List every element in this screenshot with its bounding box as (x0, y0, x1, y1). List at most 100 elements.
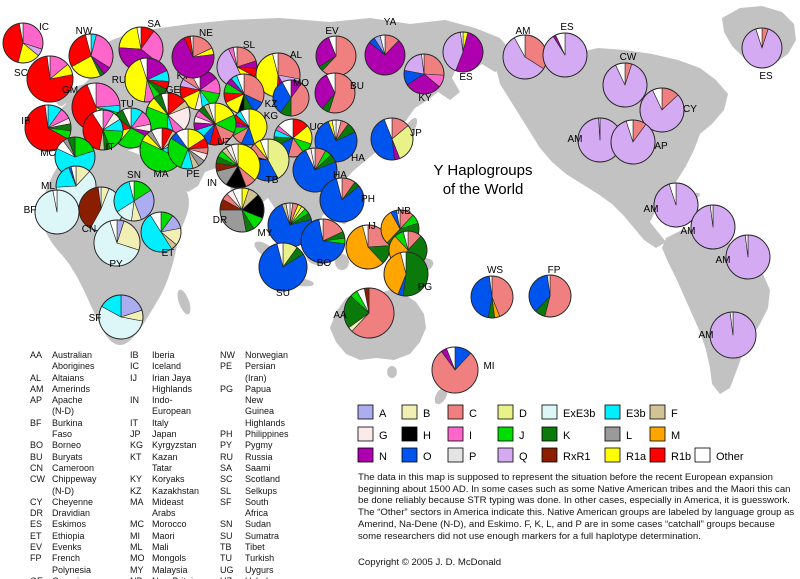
abbreviation-JP: JP Japan (130, 429, 199, 440)
abbreviation-name: Persian (Iran) (245, 361, 276, 383)
pie-label-FP: FP (548, 265, 561, 276)
pie-UZ: UZ (193, 102, 237, 148)
pie-label-SA: SA (147, 19, 161, 30)
pie-label-AM-CA: AM (644, 204, 659, 215)
pie-label-KG: KG (264, 111, 279, 122)
abbreviation-name: Maori (152, 530, 175, 541)
abbreviation-name: Australian Aborigines (52, 350, 95, 372)
abbreviation-code: FP (30, 553, 42, 564)
legend-label-R1b: R1b (671, 451, 691, 463)
legend-swatch-P (447, 447, 464, 463)
pie-AM-CO-outline (690, 204, 736, 250)
abbreviation-name: Koryaks (152, 474, 185, 485)
legend: A B C D ExE3b E3b F G H I J K L M N O P Q RxR1 R1a R1b Other (357, 404, 744, 463)
pie-KY-outline (403, 53, 445, 95)
legend-swatch-R1a (604, 447, 621, 463)
abbreviation-DR: DR Dravidian (30, 508, 97, 519)
abbreviation-SA: SA Saami (220, 463, 289, 474)
abbreviation-name: Morocco (152, 519, 187, 530)
legend-swatch-D (497, 404, 514, 420)
legend-swatch-N (357, 447, 374, 463)
legend-label-B: B (423, 408, 430, 420)
abbreviation-SF: SF South Africa (220, 497, 289, 520)
abbreviation-name: Ethiopia (52, 530, 85, 541)
abbreviation-name: Buryats (52, 451, 83, 462)
pie-MI: MI (431, 346, 495, 394)
abbreviation-CW: CW Chippeway (N-D) (30, 474, 97, 497)
pie-label-ET: ET (162, 248, 175, 259)
legend-swatch-O (401, 447, 418, 463)
pie-SF-outline (98, 294, 144, 340)
pie-label-SL: SL (243, 40, 256, 51)
pie-JP: JP (370, 117, 422, 161)
pie-MI-outline (431, 346, 479, 394)
abbreviation-name: Amerinds (52, 383, 91, 394)
pie-AM-AR-outline (709, 311, 757, 359)
abbreviation-code: JP (130, 429, 141, 440)
abbreviation-code: KZ (130, 485, 142, 496)
abbreviation-NB: NBNew Britain (130, 576, 199, 579)
abbreviation-name: Dravidian (52, 508, 91, 519)
pie-UZ-outline (193, 102, 237, 146)
legend-label-G: G (379, 430, 388, 442)
abbreviation-name: Philippines (245, 429, 289, 440)
abbreviation-code: SL (220, 485, 232, 496)
legend-label-O: O (423, 451, 432, 463)
abbreviation-code: SF (220, 496, 232, 507)
pie-AM-BR: AM (716, 234, 771, 280)
pie-label-YA: YA (384, 17, 397, 28)
abbreviation-ET: ET Ethiopia (30, 531, 97, 542)
abbreviation-name: French Polynesia (52, 553, 92, 575)
abbreviation-CN: CN Cameroon (30, 463, 97, 474)
abbreviation-RU: RU Russia (220, 452, 289, 463)
abbreviation-MI: MI Maori (130, 531, 199, 542)
abbreviation-code: BU (30, 451, 43, 462)
pie-ES-SIB: ES (442, 31, 484, 83)
pie-label-MY: MY (258, 228, 273, 239)
pie-BF: BF (24, 189, 80, 235)
abbreviation-code: UZ (220, 576, 245, 579)
pie-WS: WS (470, 265, 514, 319)
abbreviation-code: IC (130, 361, 139, 372)
abbreviation-BU: BU Buryats (30, 452, 97, 463)
legend-swatch-Q (497, 447, 514, 463)
pie-label-IB: IB (21, 116, 31, 127)
pie-PG-S-outline (383, 251, 429, 297)
abbreviation-name: Altaians (52, 372, 85, 383)
pie-label-ES-AK: ES (560, 22, 574, 33)
abbreviation-code: BF (30, 417, 42, 428)
pie-IJ: IJ (345, 221, 391, 270)
abbreviation-BF: BF Burkina Faso (30, 418, 97, 441)
abbreviation-code: PY (220, 440, 233, 451)
copyright-text: Copyright © 2005 J. D. McDonald (358, 557, 502, 568)
pie-label-GE: GE (166, 85, 181, 96)
abbreviation-AP: AP Apache (N-D) (30, 395, 97, 418)
legend-label-Q: Q (519, 451, 528, 463)
abbreviation-AL: AL Altaians (30, 373, 97, 384)
abbreviation-KT: KT Kazan Tatar (130, 452, 199, 475)
pie-IN: IN (207, 143, 261, 189)
pie-label-AM-AK: AM (516, 26, 531, 37)
pie-label-CN: CN (82, 224, 96, 235)
abbreviation-name: Kazakhstan (152, 485, 200, 496)
pie-CY: CY (639, 87, 697, 133)
pie-SU-outline (258, 242, 308, 292)
abbreviation-ML: ML Mali (130, 542, 199, 553)
pie-BU-outline (314, 72, 356, 114)
pie-AM-AR: AM (699, 311, 757, 359)
abbreviation-name: Malaysia (152, 564, 188, 575)
abbreviation-name: Georgia-Armenia (52, 576, 97, 579)
legend-label-ExE3b: ExE3b (563, 408, 595, 420)
abbreviation-name: Cheyenne (52, 496, 94, 507)
pie-label-HA-E: HA (351, 153, 365, 164)
pie-label-NB: NB (397, 206, 411, 217)
legend-label-J: J (519, 430, 525, 442)
legend-label-R1a: R1a (626, 451, 647, 463)
pie-label-NW: NW (76, 26, 93, 37)
pie-label-TB: TB (266, 175, 279, 186)
pie-AM-CA: AM (644, 182, 699, 228)
abbreviation-code: GE (30, 576, 52, 579)
pie-YA-outline (364, 34, 406, 76)
abbreviation-column-2: IB Iberia IC Iceland IJ Irian Jaya Highlands IN… (130, 350, 199, 579)
pie-DR: DR (213, 187, 265, 233)
